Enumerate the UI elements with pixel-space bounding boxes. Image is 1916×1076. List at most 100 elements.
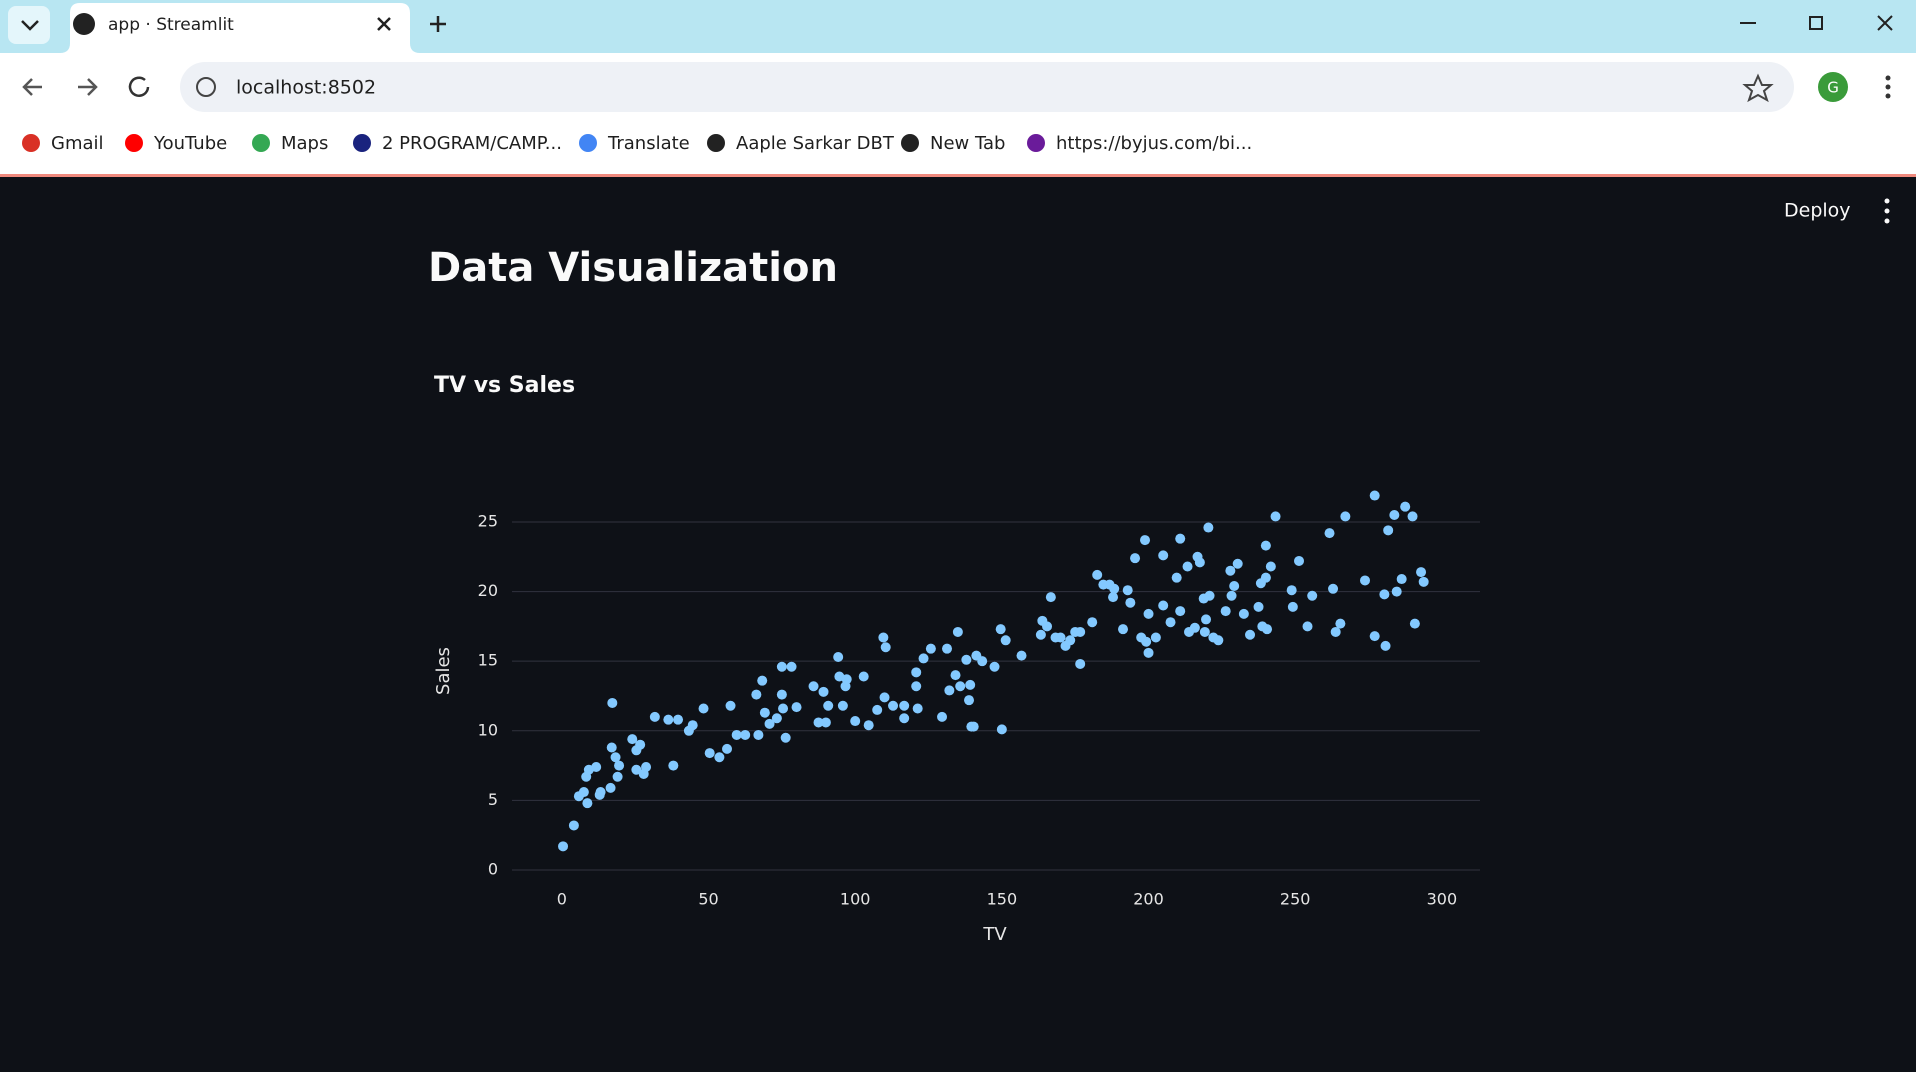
new-tab[interactable] [430, 16, 446, 32]
header-stripe [0, 174, 1916, 177]
point [1265, 561, 1276, 572]
bookmark[interactable]: Aaple Sarkar DBT [736, 133, 895, 154]
point [687, 720, 698, 731]
bookmark[interactable]: New Tab [930, 133, 1005, 154]
point [1330, 626, 1341, 637]
y-tick-label: 25 [478, 511, 498, 530]
bookmark[interactable]: Maps [281, 133, 328, 154]
point [1270, 511, 1281, 522]
bookmark-icon [579, 134, 597, 152]
point [833, 652, 844, 663]
point [977, 656, 988, 667]
point [663, 714, 674, 725]
point [776, 689, 787, 700]
y-tick-label: 15 [478, 651, 498, 670]
point [1380, 640, 1391, 651]
point [1245, 629, 1256, 640]
point [595, 787, 606, 798]
bookmark[interactable]: Translate [607, 133, 690, 154]
bookmark[interactable]: Gmail [51, 133, 104, 154]
bookmark-icon [353, 134, 371, 152]
point [1287, 601, 1298, 612]
active-tab[interactable] [60, 3, 420, 53]
point [996, 724, 1007, 735]
point [673, 714, 684, 725]
back[interactable] [22, 78, 42, 96]
point [641, 761, 652, 772]
point [1379, 589, 1390, 600]
x-tick-label: 150 [987, 890, 1018, 909]
reload[interactable] [128, 76, 150, 97]
point [731, 729, 742, 740]
point [944, 685, 955, 696]
x-tick-label: 0 [557, 890, 567, 909]
point [578, 787, 589, 798]
bookmark[interactable]: YouTube [153, 133, 227, 154]
x-tick-label: 250 [1280, 890, 1311, 909]
point [1360, 575, 1371, 586]
point [764, 718, 775, 729]
point [1253, 601, 1264, 612]
profile[interactable] [1818, 72, 1848, 102]
point [1201, 614, 1212, 625]
bookmark[interactable]: https://byjus.com/bi... [1056, 133, 1252, 154]
point [899, 700, 910, 711]
restore[interactable] [1809, 16, 1823, 30]
point [858, 671, 869, 682]
x-tick-label: 50 [698, 890, 718, 909]
tab-search[interactable] [8, 6, 50, 44]
point [1035, 629, 1046, 640]
point [1389, 510, 1400, 521]
point [1238, 608, 1249, 619]
point [1220, 606, 1231, 617]
address-bar[interactable] [180, 62, 1794, 112]
point [1108, 592, 1119, 603]
url: localhost:8502 [236, 77, 376, 99]
point [1189, 622, 1200, 633]
close-tab[interactable] [377, 17, 391, 31]
point [1396, 574, 1407, 585]
point [1391, 586, 1402, 597]
point [1232, 558, 1243, 569]
point [610, 752, 621, 763]
point [1286, 585, 1297, 596]
point [912, 703, 923, 714]
site-info[interactable] [196, 77, 216, 97]
chevron-icon [21, 20, 39, 31]
point [1203, 522, 1214, 533]
point [1294, 555, 1305, 566]
point [911, 667, 922, 678]
point [872, 704, 883, 715]
point [791, 702, 802, 713]
profile-initial: G [1827, 79, 1839, 97]
point [1182, 561, 1193, 572]
close-window[interactable] [1877, 15, 1893, 31]
point [1109, 583, 1120, 594]
point [952, 626, 963, 637]
bookmark-icon [901, 134, 919, 152]
y-tick-label: 20 [478, 581, 498, 600]
point [1409, 618, 1420, 629]
point [1229, 581, 1240, 592]
point [740, 729, 751, 740]
x-tick-label: 200 [1133, 890, 1164, 909]
point [1324, 528, 1335, 539]
point [1130, 553, 1141, 564]
app-menu[interactable] [1884, 198, 1890, 224]
point [1340, 511, 1351, 522]
forward[interactable] [78, 78, 98, 96]
point [1092, 569, 1103, 580]
bookmark[interactable]: 2 PROGRAM/CAMP... [382, 133, 562, 154]
point [955, 681, 966, 692]
bookmark-star[interactable] [1742, 73, 1774, 103]
menu-icon[interactable] [1885, 75, 1891, 99]
point [942, 643, 953, 654]
deploy-button[interactable]: Deploy [1784, 200, 1851, 222]
point [1369, 631, 1380, 642]
y-axis-label: Sales [433, 647, 454, 695]
point [918, 653, 929, 664]
point [995, 624, 1006, 635]
point [1418, 576, 1429, 587]
point [778, 703, 789, 714]
point [820, 717, 831, 728]
